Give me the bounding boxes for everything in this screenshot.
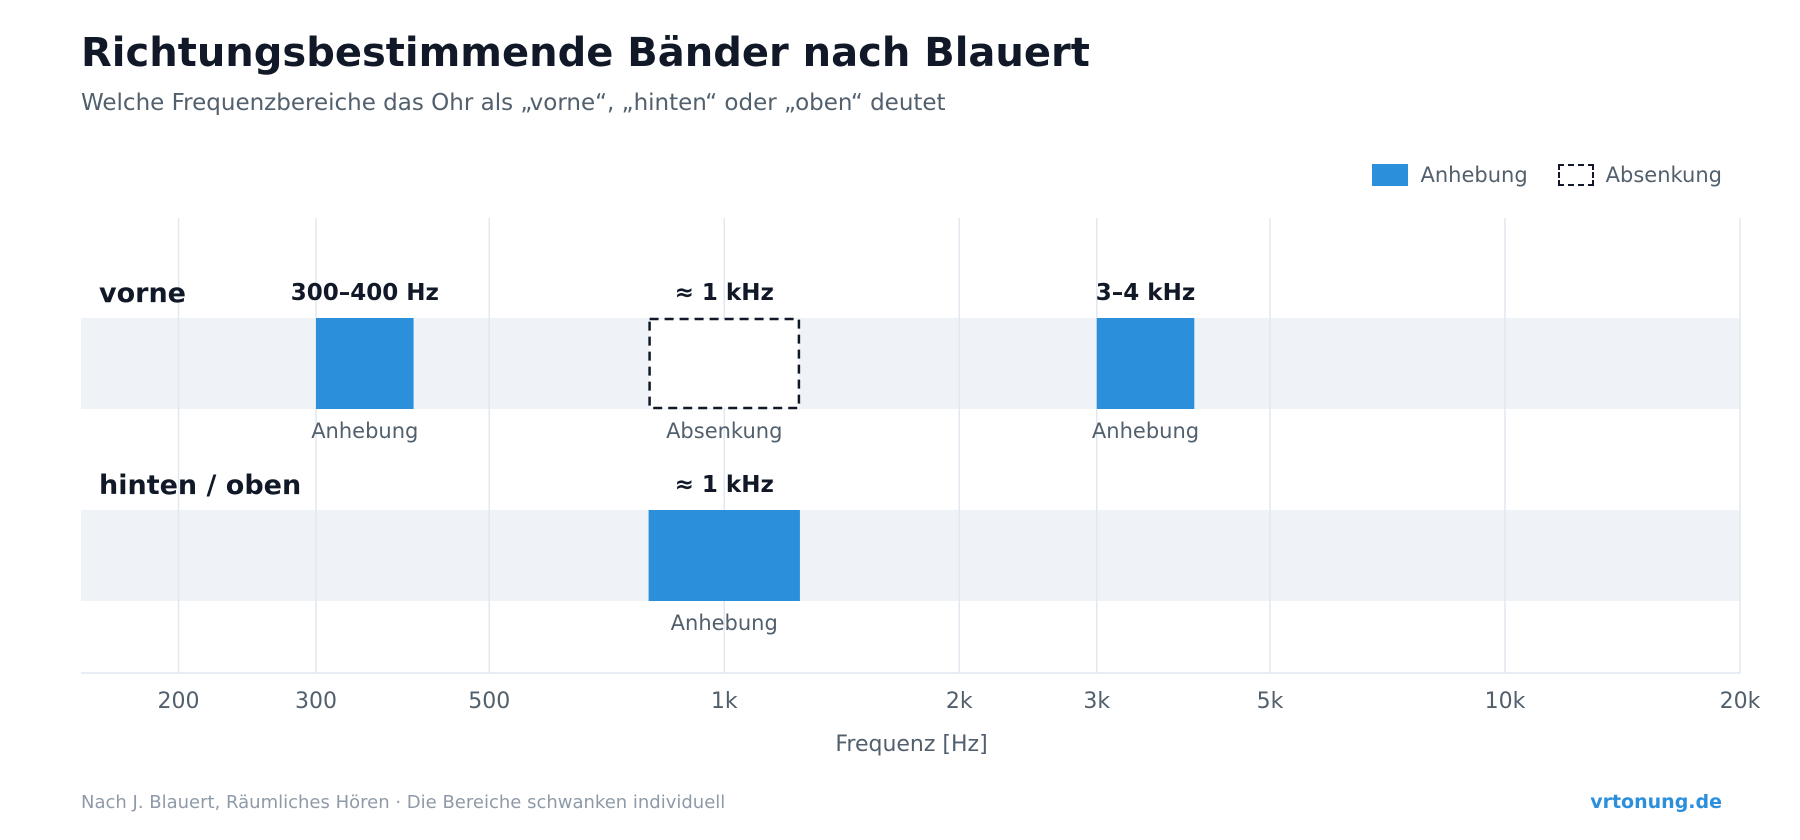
x-tick-label: 200 xyxy=(158,689,200,714)
legend-raise-label: Anhebung xyxy=(1420,163,1528,187)
band-raise xyxy=(648,510,800,601)
band-range-label: ≈ 1 kHz xyxy=(675,472,774,498)
x-tick-label: 500 xyxy=(468,689,510,714)
band-range-label: ≈ 1 kHz xyxy=(675,280,774,306)
band-raise xyxy=(1096,318,1195,409)
x-tick-label: 2k xyxy=(946,689,973,714)
legend-cut-label: Absenkung xyxy=(1605,163,1722,187)
source-note: Nach J. Blauert, Räumliches Hören · Die … xyxy=(81,792,726,813)
chart-subtitle: Welche Frequenzbereiche das Ohr als „vor… xyxy=(81,90,946,116)
legend-raise-swatch xyxy=(1372,164,1409,186)
brand-link[interactable]: vrtonung.de xyxy=(1590,791,1722,813)
legend: Anhebung Absenkung xyxy=(1372,163,1722,187)
band-range-label: 300–400 Hz xyxy=(291,280,439,306)
x-tick-label: 5k xyxy=(1257,689,1284,714)
x-tick-label: 300 xyxy=(295,689,337,714)
band-cut xyxy=(648,317,801,410)
row-background xyxy=(81,510,1740,601)
x-axis-label: Frequenz [Hz] xyxy=(835,732,987,757)
band-kind-label: Anhebung xyxy=(1092,419,1199,443)
chart-title: Richtungsbestimmende Bänder nach Blauert xyxy=(81,30,1090,76)
x-tick-label: 20k xyxy=(1720,689,1761,714)
row-label: hinten / oben xyxy=(99,470,301,501)
x-tick-label: 10k xyxy=(1485,689,1526,714)
band-kind-label: Absenkung xyxy=(666,419,782,443)
legend-cut-swatch xyxy=(1557,164,1594,186)
row-label: vorne xyxy=(99,278,186,309)
x-tick-label: 3k xyxy=(1083,689,1110,714)
band-kind-label: Anhebung xyxy=(311,419,418,443)
x-tick-label: 1k xyxy=(711,689,738,714)
band-raise xyxy=(316,318,414,409)
band-kind-label: Anhebung xyxy=(671,611,778,635)
band-range-label: 3–4 kHz xyxy=(1096,280,1195,306)
